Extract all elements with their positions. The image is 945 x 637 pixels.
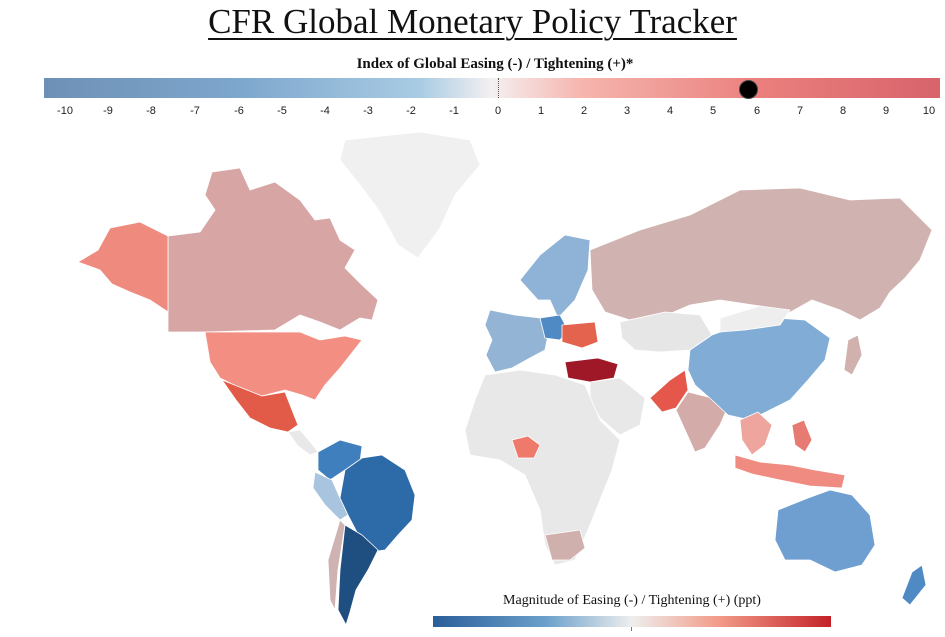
region-scandinavia[interactable] [519, 234, 591, 319]
region-pakistan[interactable] [649, 369, 689, 413]
region-brazil[interactable] [339, 454, 416, 553]
region-mongolia[interactable] [719, 305, 791, 333]
index-tick: -8 [146, 105, 156, 117]
region-southeast-asia[interactable] [739, 411, 773, 456]
index-tick: 1 [537, 105, 545, 117]
region-russia[interactable] [589, 187, 933, 321]
index-tick: -10 [57, 105, 73, 117]
region-japan[interactable] [843, 334, 863, 376]
legend-title: Magnitude of Easing (-) / Tightening (+)… [503, 593, 761, 608]
region-mexico[interactable] [221, 379, 299, 433]
legend-midpoint [631, 627, 632, 631]
index-tick: -5 [277, 105, 287, 117]
region-greenland[interactable] [339, 131, 481, 259]
region-argentina[interactable] [337, 524, 379, 626]
region-nigeria[interactable] [511, 435, 541, 459]
index-tick: -3 [363, 105, 373, 117]
index-tick: 4 [666, 105, 674, 117]
index-tick: 6 [753, 105, 761, 117]
page-title: CFR Global Monetary Policy Tracker [208, 2, 737, 41]
index-tick: 9 [882, 105, 890, 117]
region-new-zealand[interactable] [901, 564, 927, 606]
region-australia[interactable] [774, 489, 876, 573]
index-tick: 10 [922, 105, 936, 117]
legend-gradient-bar [433, 616, 831, 627]
index-title: Index of Global Easing (-) / Tightening … [356, 56, 634, 72]
region-turkey[interactable] [564, 357, 619, 383]
region-india[interactable] [675, 391, 731, 453]
region-south-africa[interactable] [544, 529, 586, 561]
index-tick: -2 [406, 105, 416, 117]
index-tick: -4 [320, 105, 330, 117]
index-gradient-bar [44, 78, 940, 98]
world-map [77, 131, 933, 626]
index-tick: 2 [580, 105, 588, 117]
region-indonesia[interactable] [734, 454, 846, 489]
region-africa[interactable] [464, 369, 621, 566]
region-western-europe[interactable] [484, 309, 549, 373]
index-tick: 8 [839, 105, 847, 117]
region-united-states[interactable] [204, 331, 363, 401]
index-tick: -6 [234, 105, 244, 117]
current-index-marker[interactable] [738, 80, 758, 99]
index-tick: 5 [709, 105, 717, 117]
index-tick: 7 [796, 105, 804, 117]
region-central-america[interactable] [287, 429, 319, 456]
region-alaska[interactable] [77, 221, 169, 313]
region-canada[interactable] [167, 167, 379, 333]
region-peru[interactable] [312, 471, 349, 521]
index-tick: 0 [494, 105, 502, 117]
index-tick: -7 [190, 105, 200, 117]
index-zero-line [498, 78, 499, 98]
region-philippines[interactable] [791, 419, 813, 453]
index-tick: -1 [449, 105, 459, 117]
index-tick: 3 [623, 105, 631, 117]
index-tick: -9 [103, 105, 113, 117]
region-ukraine[interactable] [561, 321, 599, 349]
